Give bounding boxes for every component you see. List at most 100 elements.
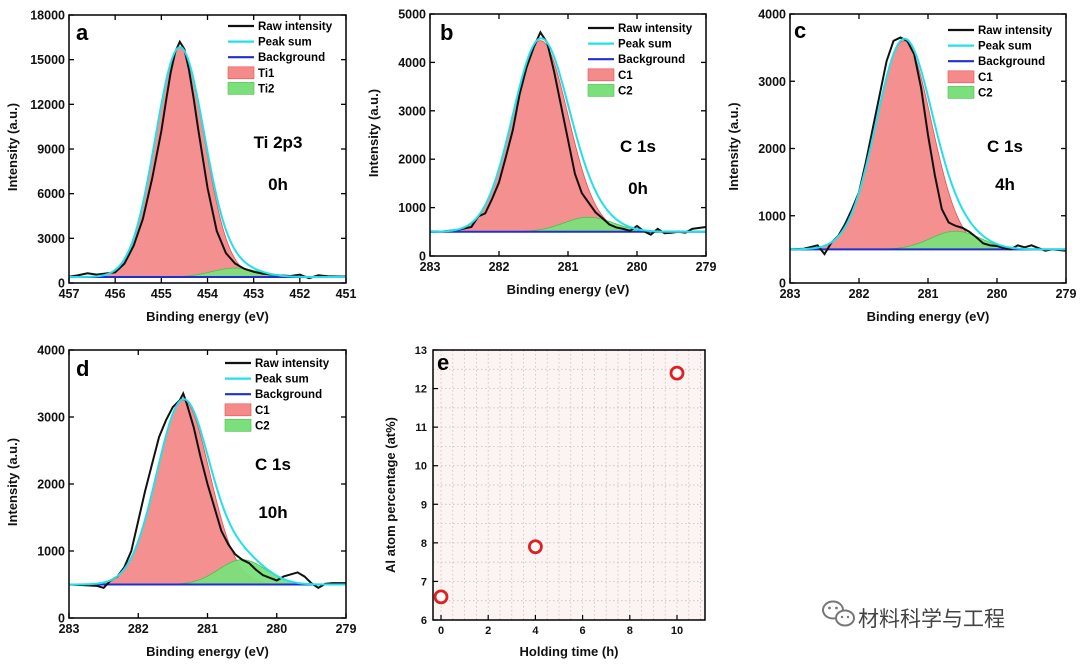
annotation-time: 0h (268, 175, 288, 194)
raw-intensity-line (430, 30, 706, 236)
y-tick-label: 9 (421, 499, 427, 511)
data-point (528, 539, 543, 555)
peak-ti1-area (69, 47, 346, 278)
y-tick-label: 6000 (37, 187, 65, 201)
legend-entry: Peak sum (618, 39, 672, 51)
annotation-time: 4h (995, 175, 1015, 194)
y-tick-label: 8 (421, 538, 427, 550)
panel-letter: b (440, 20, 453, 45)
x-tick-label: 4 (532, 625, 539, 637)
legend-swatch-box (947, 70, 975, 84)
y-tick-label: 3000 (37, 232, 65, 246)
legend-swatch-box (224, 403, 252, 417)
legend-entry: C2 (618, 85, 633, 97)
x-tick-label: 283 (780, 287, 801, 301)
panel-letter: c (794, 18, 806, 43)
y-tick-label: 2000 (398, 153, 426, 167)
x-tick-label: 280 (987, 287, 1008, 301)
x-axis-label: Binding energy (eV) (507, 282, 630, 297)
peak-sum-line (69, 46, 346, 279)
y-tick-label: 7 (421, 576, 427, 588)
peak-sum-line (69, 398, 346, 586)
y-axis-label: Intensity (a.u.) (366, 89, 381, 177)
legend-entry: Ti2 (258, 83, 274, 95)
legend-entry: Background (255, 389, 322, 401)
y-axis-label: Al atom percentage (at%) (383, 417, 398, 573)
wechat-icon (822, 600, 855, 627)
peak-sum-line (790, 37, 1066, 251)
raw-intensity-line (790, 36, 1066, 256)
legend-entry: C2 (255, 420, 270, 432)
y-tick-label: 18000 (30, 9, 65, 23)
legend-entry: Raw intensity (255, 358, 330, 370)
scatter-panel-e: 0 2 4 6 8 10 6 7 8 9 10 11 12 13 Holding time (h) Al at… (383, 345, 706, 659)
y-tick-label: 6 (421, 615, 427, 627)
annotation-element: C 1s (255, 455, 291, 474)
legend-entry: Ti1 (258, 68, 275, 80)
x-tick-label: 457 (59, 287, 80, 301)
legend-entry: C1 (255, 405, 270, 417)
y-axis-label: Intensity (a.u.) (5, 103, 20, 191)
x-tick-label: 280 (627, 260, 648, 274)
x-tick-label: 453 (243, 287, 264, 301)
xps-panel-b: 283 282 281 280 279 0 1000 2000 3000 4000 5000 Bind… (366, 8, 716, 298)
x-tick-label: 281 (558, 260, 579, 274)
y-tick-label: 12 (415, 384, 427, 396)
y-tick-label: 12000 (30, 98, 65, 112)
raw-intensity-line (69, 391, 346, 590)
y-tick-label: 1000 (758, 209, 786, 223)
panel-letter: a (76, 20, 89, 45)
legend: Raw intensity Peak sum Background C1 C2 (587, 23, 693, 97)
legend-entry: C2 (978, 87, 993, 99)
legend-swatch-box (224, 419, 252, 432)
legend-entry: Background (258, 52, 325, 64)
legend-swatch-box (227, 66, 255, 80)
x-tick-label: 279 (336, 622, 357, 636)
legend: Raw intensity Peak sum Background C1 C2 (947, 25, 1053, 99)
y-tick-label: 11 (415, 422, 427, 434)
legend: Raw intensity Peak sum Background Ti1 Ti2 (227, 21, 333, 95)
watermark-text: 材料科学与工程 (858, 608, 1005, 631)
y-tick-label: 2000 (758, 142, 786, 156)
legend-entry: Background (978, 56, 1045, 68)
y-axis-label: Intensity (a.u.) (726, 102, 741, 190)
legend-swatch-box (227, 82, 255, 95)
plot-area (69, 39, 346, 280)
y-tick-label: 2000 (37, 478, 65, 492)
x-axis-label: Binding energy (eV) (146, 309, 269, 324)
y-tick-label: 4000 (398, 56, 426, 70)
xps-panel-d: 283 282 281 280 279 0 1000 2000 3000 4000 Binding … (5, 344, 356, 660)
annotation-time: 10h (258, 503, 287, 522)
x-tick-label: 282 (489, 260, 510, 274)
legend-swatch-box (587, 68, 615, 82)
legend-entry: C1 (618, 70, 633, 82)
y-tick-label: 5000 (398, 8, 426, 22)
legend-entry: Peak sum (255, 374, 309, 386)
x-tick-label: 279 (1056, 287, 1077, 301)
y-tick-label: 4000 (37, 344, 65, 358)
x-tick-label: 2 (485, 625, 491, 637)
plot-area (69, 391, 346, 590)
annotation-time: 0h (628, 179, 648, 198)
legend-entry: Background (618, 54, 685, 66)
panel-letter: d (76, 356, 89, 381)
x-tick-label: 280 (266, 622, 287, 636)
peak-sum-line (430, 37, 706, 233)
x-tick-label: 283 (420, 260, 441, 274)
axes-frame (432, 349, 706, 621)
y-tick-label: 0 (419, 250, 426, 264)
y-tick-label: 1000 (37, 545, 65, 559)
x-tick-label: 454 (197, 287, 218, 301)
peak-c1-area (790, 40, 1066, 250)
legend-entry: Peak sum (258, 37, 312, 49)
raw-intensity-line (69, 39, 346, 280)
y-tick-label: 0 (58, 277, 65, 291)
annotation-element: C 1s (620, 137, 656, 156)
legend-entry: Raw intensity (618, 23, 693, 35)
x-tick-label: 281 (197, 622, 218, 636)
y-tick-label: 9000 (37, 143, 65, 157)
annotation-element: Ti 2p3 (254, 133, 303, 152)
plot-area (790, 36, 1066, 256)
legend-entry: C1 (978, 72, 993, 84)
